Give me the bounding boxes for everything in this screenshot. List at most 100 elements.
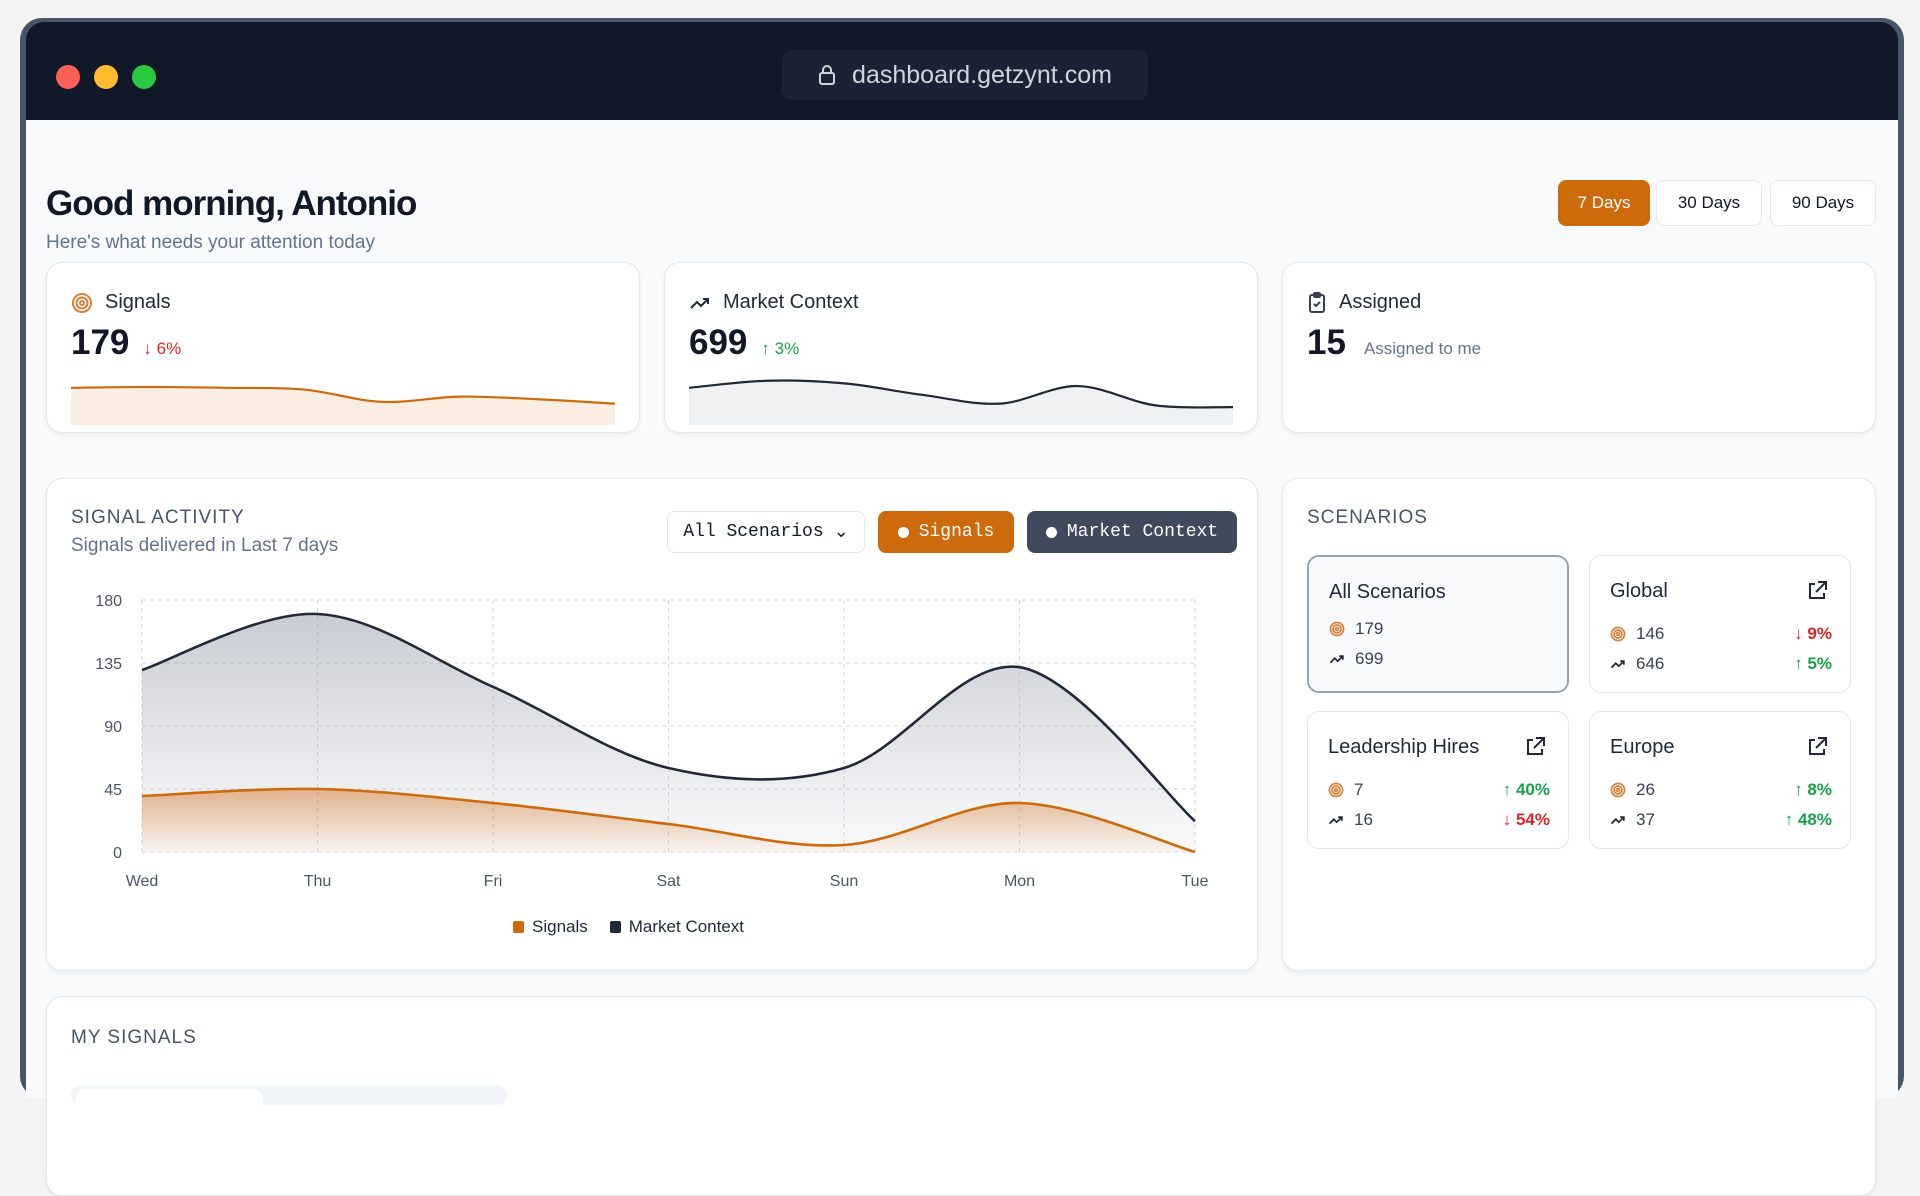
scenario-market: 37 (1636, 810, 1655, 829)
signals-toggle[interactable]: Signals (878, 511, 1014, 553)
scenario-card[interactable]: Europe 26 ↑ 8% 37 ↑ 48% (1589, 711, 1851, 849)
scenario-name: Europe (1610, 736, 1675, 758)
y-tick-label: 45 (104, 782, 122, 799)
market-context-change: ↑ 3% (761, 339, 800, 358)
scenario-card[interactable]: Leadership Hires 7 ↑ 40% 16 ↓ 54% (1307, 711, 1569, 849)
section-title: SCENARIOS (1307, 507, 1428, 528)
target-icon (72, 292, 92, 313)
sparkline-line (689, 379, 1233, 409)
market-context-toggle[interactable]: Market Context (1027, 511, 1237, 553)
tab-active[interactable] (75, 1089, 263, 1109)
trending-up-icon (1329, 655, 1344, 664)
scenario-signals: 146 (1636, 624, 1665, 643)
signals-sparkline (71, 385, 615, 425)
x-tick-label: Mon (1004, 873, 1035, 890)
assigned-stat-card[interactable]: Assigned 15 Assigned to me (1282, 262, 1876, 433)
scenario-signals: 26 (1636, 780, 1655, 799)
chevron-down-icon: ⌄ (833, 523, 849, 543)
toggle-label: Market Context (1066, 522, 1219, 542)
signals-count: 179 (71, 323, 130, 362)
area-signals (142, 788, 1195, 852)
lock-icon (819, 65, 836, 85)
market-context-count: 699 (689, 323, 748, 362)
scenario-signals-change: ↓ 9% (1794, 624, 1832, 643)
scenario-card[interactable]: All Scenarios 179 699 (1307, 555, 1569, 693)
browser-titlebar: dashboard.getzynt.com (26, 22, 1898, 120)
tab-bar[interactable] (71, 1085, 507, 1109)
scenario-market-change: ↑ 48% (1784, 810, 1832, 829)
y-tick-label: 135 (95, 656, 122, 673)
range-30-days-button[interactable]: 30 Days (1656, 180, 1762, 226)
scenario-signals: 179 (1355, 619, 1384, 638)
scenario-signals-change: ↑ 8% (1794, 780, 1832, 799)
minimize-window-button[interactable] (94, 65, 118, 89)
y-tick-label: 180 (95, 593, 122, 610)
scenario-card[interactable]: Global 146 ↓ 9% 646 ↑ 5% (1589, 555, 1851, 693)
scenario-name: Global (1610, 580, 1668, 602)
card-title: Assigned (1339, 291, 1422, 313)
scenario-name: All Scenarios (1329, 581, 1446, 603)
sparkline-line (71, 385, 615, 405)
external-link-icon[interactable] (1806, 580, 1828, 602)
market-context-sparkline (689, 379, 1233, 425)
section-title: MY SIGNALS (71, 1027, 197, 1048)
x-tick-label: Sat (656, 873, 681, 890)
scenario-filter-dropdown[interactable]: All Scenarios ⌄ (667, 511, 865, 553)
target-icon (1610, 626, 1626, 642)
external-link-icon[interactable] (1524, 736, 1546, 758)
trending-up-icon (1610, 660, 1625, 669)
y-tick-label: 0 (113, 845, 122, 862)
range-90-days-button[interactable]: 90 Days (1770, 180, 1876, 226)
target-icon (1328, 782, 1344, 798)
trending-up-icon (690, 297, 709, 309)
dashboard: Good morning, Antonio Here's what needs … (26, 120, 1898, 1196)
signals-change: ↓ 6% (143, 339, 182, 358)
page-title: Good morning, Antonio (46, 184, 417, 223)
target-icon (1610, 782, 1626, 798)
range-7-days-button[interactable]: 7 Days (1558, 180, 1650, 226)
market-context-stat-card[interactable]: Market Context 699 ↑ 3% (664, 262, 1258, 433)
scenario-market: 16 (1354, 810, 1373, 829)
legend-label: Market Context (628, 917, 745, 936)
dropdown-label: All Scenarios (683, 522, 824, 542)
chart-legend: Signals Market Context (513, 917, 744, 937)
x-tick-label: Wed (126, 873, 159, 890)
external-link-icon[interactable] (1806, 736, 1828, 758)
legend-swatch-market (609, 921, 621, 933)
browser-window: dashboard.getzynt.com Good morning, Anto… (20, 18, 1904, 1196)
target-icon (1329, 621, 1345, 637)
scenarios-card: SCENARIOS All Scenarios 179 699 Global 14… (1282, 478, 1876, 971)
address-bar[interactable]: dashboard.getzynt.com (782, 50, 1148, 100)
url-text: dashboard.getzynt.com (852, 60, 1112, 89)
section-title: SIGNAL ACTIVITY (71, 507, 245, 528)
my-signals-card: MY SIGNALS (46, 996, 1876, 1196)
scenario-market-change: ↑ 5% (1794, 654, 1832, 673)
x-tick-label: Thu (304, 873, 332, 890)
area-market-context (142, 613, 1195, 852)
signal-activity-card: SIGNAL ACTIVITY Signals delivered in Las… (46, 478, 1258, 971)
scenario-signals: 7 (1354, 780, 1364, 799)
legend-swatch-signals (513, 921, 524, 933)
assigned-count: 15 (1307, 323, 1346, 362)
maximize-window-button[interactable] (132, 65, 156, 89)
section-subtitle: Signals delivered in Last 7 days (71, 535, 339, 556)
scenario-market: 646 (1636, 654, 1665, 673)
dot-icon (897, 526, 909, 538)
scenario-name: Leadership Hires (1328, 736, 1480, 758)
trending-up-icon (1610, 816, 1625, 825)
scenario-market: 699 (1355, 649, 1384, 668)
legend-label: Signals (532, 917, 588, 936)
x-tick-label: Tue (1182, 873, 1209, 890)
dot-icon (1045, 526, 1057, 538)
scenario-market-change: ↓ 54% (1502, 810, 1550, 829)
signals-stat-card[interactable]: Signals 179 ↓ 6% (46, 262, 640, 433)
card-title: Signals (105, 291, 171, 313)
close-window-button[interactable] (56, 65, 80, 89)
x-tick-label: Fri (484, 873, 503, 890)
sparkline-area (71, 386, 615, 425)
scenario-signals-change: ↑ 40% (1502, 780, 1550, 799)
toggle-label: Signals (918, 522, 995, 542)
signal-activity-chart: 0 45 90 135 180 Wed Thu Fri Sat Sun Mon Tue (95, 593, 1209, 890)
page-subtitle: Here's what needs your attention today (46, 232, 375, 253)
clipboard-icon (1309, 291, 1325, 313)
